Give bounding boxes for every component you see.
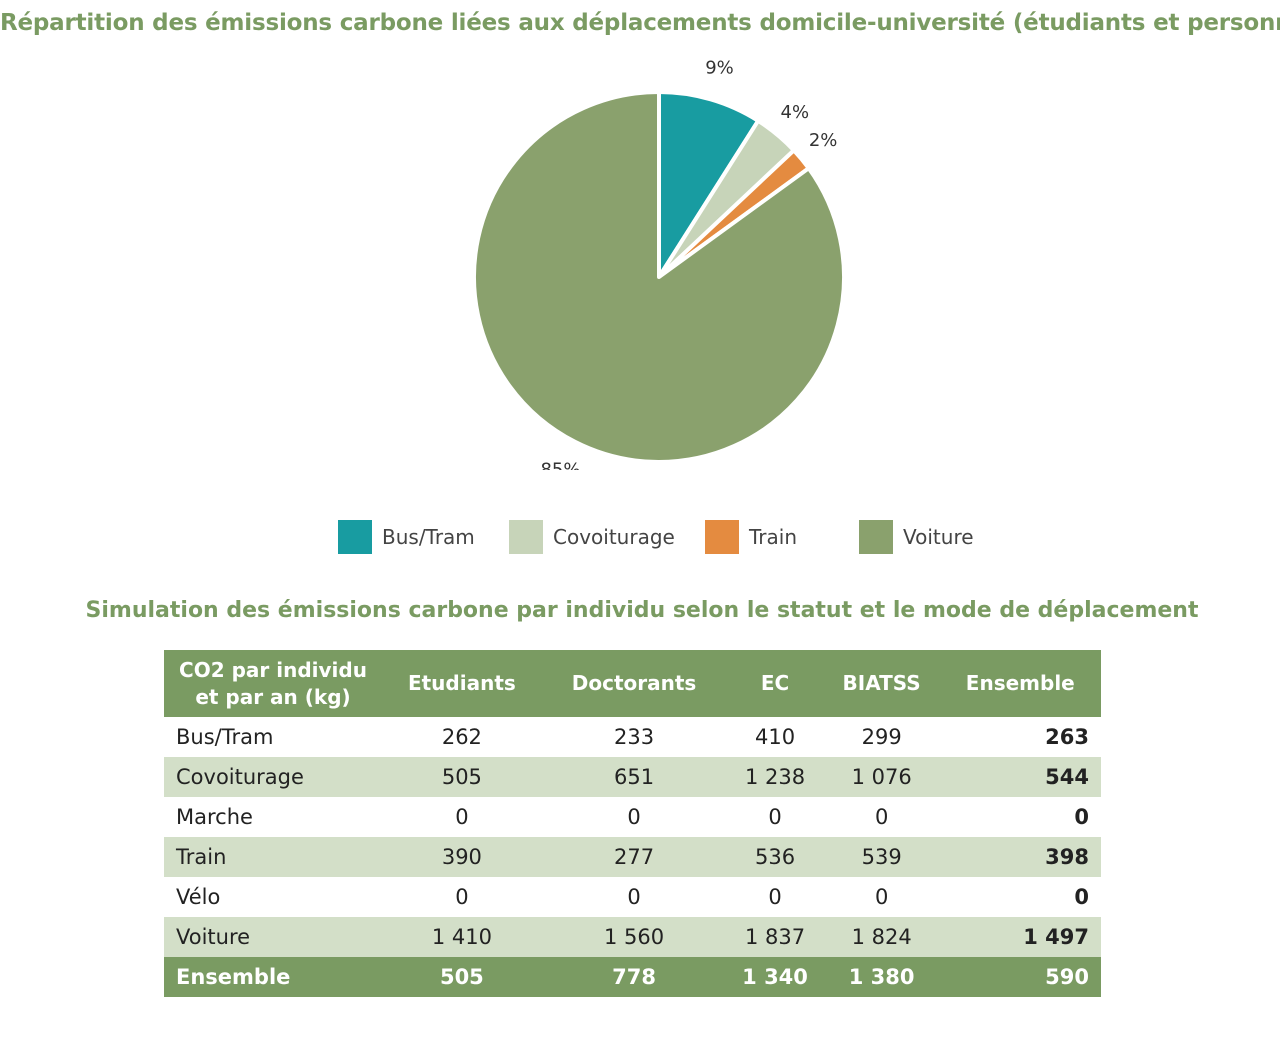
- table-cell-total: 1 497: [939, 917, 1101, 957]
- table-cell: 299: [861, 725, 902, 749]
- table-cell: 0: [768, 885, 782, 909]
- column-header-doctorants: Doctorants: [541, 650, 727, 717]
- table-cell: 505: [382, 957, 542, 997]
- header-label-line2: et par an (kg): [195, 684, 351, 709]
- column-header-ensemble: Ensemble: [939, 650, 1101, 717]
- row-label: Voiture: [164, 917, 382, 957]
- column-header-ec: EC: [726, 650, 824, 717]
- pie-label-covoiturage: 4%: [781, 102, 810, 123]
- table-row: Marche 0 0 0 0 0: [164, 797, 1101, 837]
- table-cell: 651: [541, 757, 727, 797]
- table-cell-total: 0: [1074, 805, 1089, 829]
- row-label: Train: [164, 837, 382, 877]
- table-cell-total: 263: [1045, 725, 1089, 749]
- table-cell: 390: [382, 837, 542, 877]
- table-cell: 0: [455, 805, 469, 829]
- table-cell: 539: [823, 837, 940, 877]
- pie-chart: 9% 4% 2% 85%: [472, 58, 846, 470]
- legend-swatch-bus-tram: [338, 520, 372, 554]
- row-label: Vélo: [176, 885, 221, 909]
- table-row: Covoiturage 505 651 1 238 1 076 544: [164, 757, 1101, 797]
- table-header-row: CO2 par individu et par an (kg) Etudiant…: [164, 650, 1101, 717]
- legend-item-bus-tram: Bus/Tram: [338, 520, 475, 554]
- legend-swatch-voiture: [859, 520, 893, 554]
- table-cell: 0: [874, 805, 889, 829]
- table-cell: 1 076: [823, 757, 940, 797]
- legend-label-voiture: Voiture: [903, 525, 974, 549]
- table-row: Train 390 277 536 539 398: [164, 837, 1101, 877]
- table-header-label: CO2 par individu et par an (kg): [164, 650, 382, 717]
- table-cell: 233: [613, 725, 655, 749]
- emissions-table: CO2 par individu et par an (kg) Etudiant…: [164, 650, 1101, 997]
- table-cell: 1 340: [726, 957, 824, 997]
- table-cell-total: 0: [1074, 885, 1089, 909]
- table-cell: 0: [455, 885, 469, 909]
- legend-label-bus-tram: Bus/Tram: [382, 525, 475, 549]
- table-cell: 277: [541, 837, 727, 877]
- table-cell: 262: [441, 725, 482, 749]
- legend-item-covoiturage: Covoiturage: [509, 520, 675, 554]
- table-cell-total: 590: [939, 957, 1101, 997]
- pie-slice-bus-tram: [657, 90, 761, 279]
- pie-label-train: 2%: [809, 130, 838, 151]
- pie-slice-voiture: [472, 90, 846, 464]
- legend-label-covoiturage: Covoiturage: [553, 525, 675, 549]
- table-cell: 410: [754, 725, 796, 749]
- table-cell: 0: [627, 885, 641, 909]
- table-row: Bus/Tram 262 233 410 299 263: [164, 717, 1101, 757]
- table-cell: 536: [726, 837, 824, 877]
- legend-swatch-train: [705, 520, 739, 554]
- legend-item-voiture: Voiture: [859, 520, 974, 554]
- row-label: Marche: [176, 805, 253, 829]
- row-label: Covoiturage: [164, 757, 382, 797]
- table-cell-total: 398: [939, 837, 1101, 877]
- table-cell: 778: [541, 957, 727, 997]
- column-header-biatss: BIATSS: [823, 650, 940, 717]
- table-cell: 1 238: [726, 757, 824, 797]
- table-cell: 1 824: [823, 917, 940, 957]
- table-title: Simulation des émissions carbone par ind…: [85, 598, 1199, 623]
- table-cell: 0: [627, 805, 641, 829]
- table-cell: 1 837: [726, 917, 824, 957]
- pie-label-bus-tram: 9%: [705, 58, 734, 79]
- table-cell: 1 560: [541, 917, 727, 957]
- table-cell: 505: [382, 757, 542, 797]
- column-header-etudiants: Etudiants: [382, 650, 542, 717]
- table-cell: 0: [768, 805, 782, 829]
- table-cell-total: 544: [939, 757, 1101, 797]
- row-label: Ensemble: [164, 957, 382, 997]
- chart-title: Répartition des émissions carbone liées …: [0, 10, 1280, 36]
- table-cell: 0: [874, 885, 889, 909]
- pie-label-voiture: 85%: [540, 459, 580, 470]
- legend-swatch-covoiturage: [509, 520, 543, 554]
- legend-item-train: Train: [705, 520, 797, 554]
- header-label-line1: CO2 par individu: [179, 657, 367, 682]
- table-row: Voiture 1 410 1 560 1 837 1 824 1 497: [164, 917, 1101, 957]
- table-cell: 1 410: [382, 917, 542, 957]
- legend-label-train: Train: [749, 525, 797, 549]
- table-row: Vélo 0 0 0 0 0: [164, 877, 1101, 917]
- row-label: Bus/Tram: [176, 725, 274, 749]
- table-cell: 1 380: [823, 957, 940, 997]
- table-total-row: Ensemble 505 778 1 340 1 380 590: [164, 957, 1101, 997]
